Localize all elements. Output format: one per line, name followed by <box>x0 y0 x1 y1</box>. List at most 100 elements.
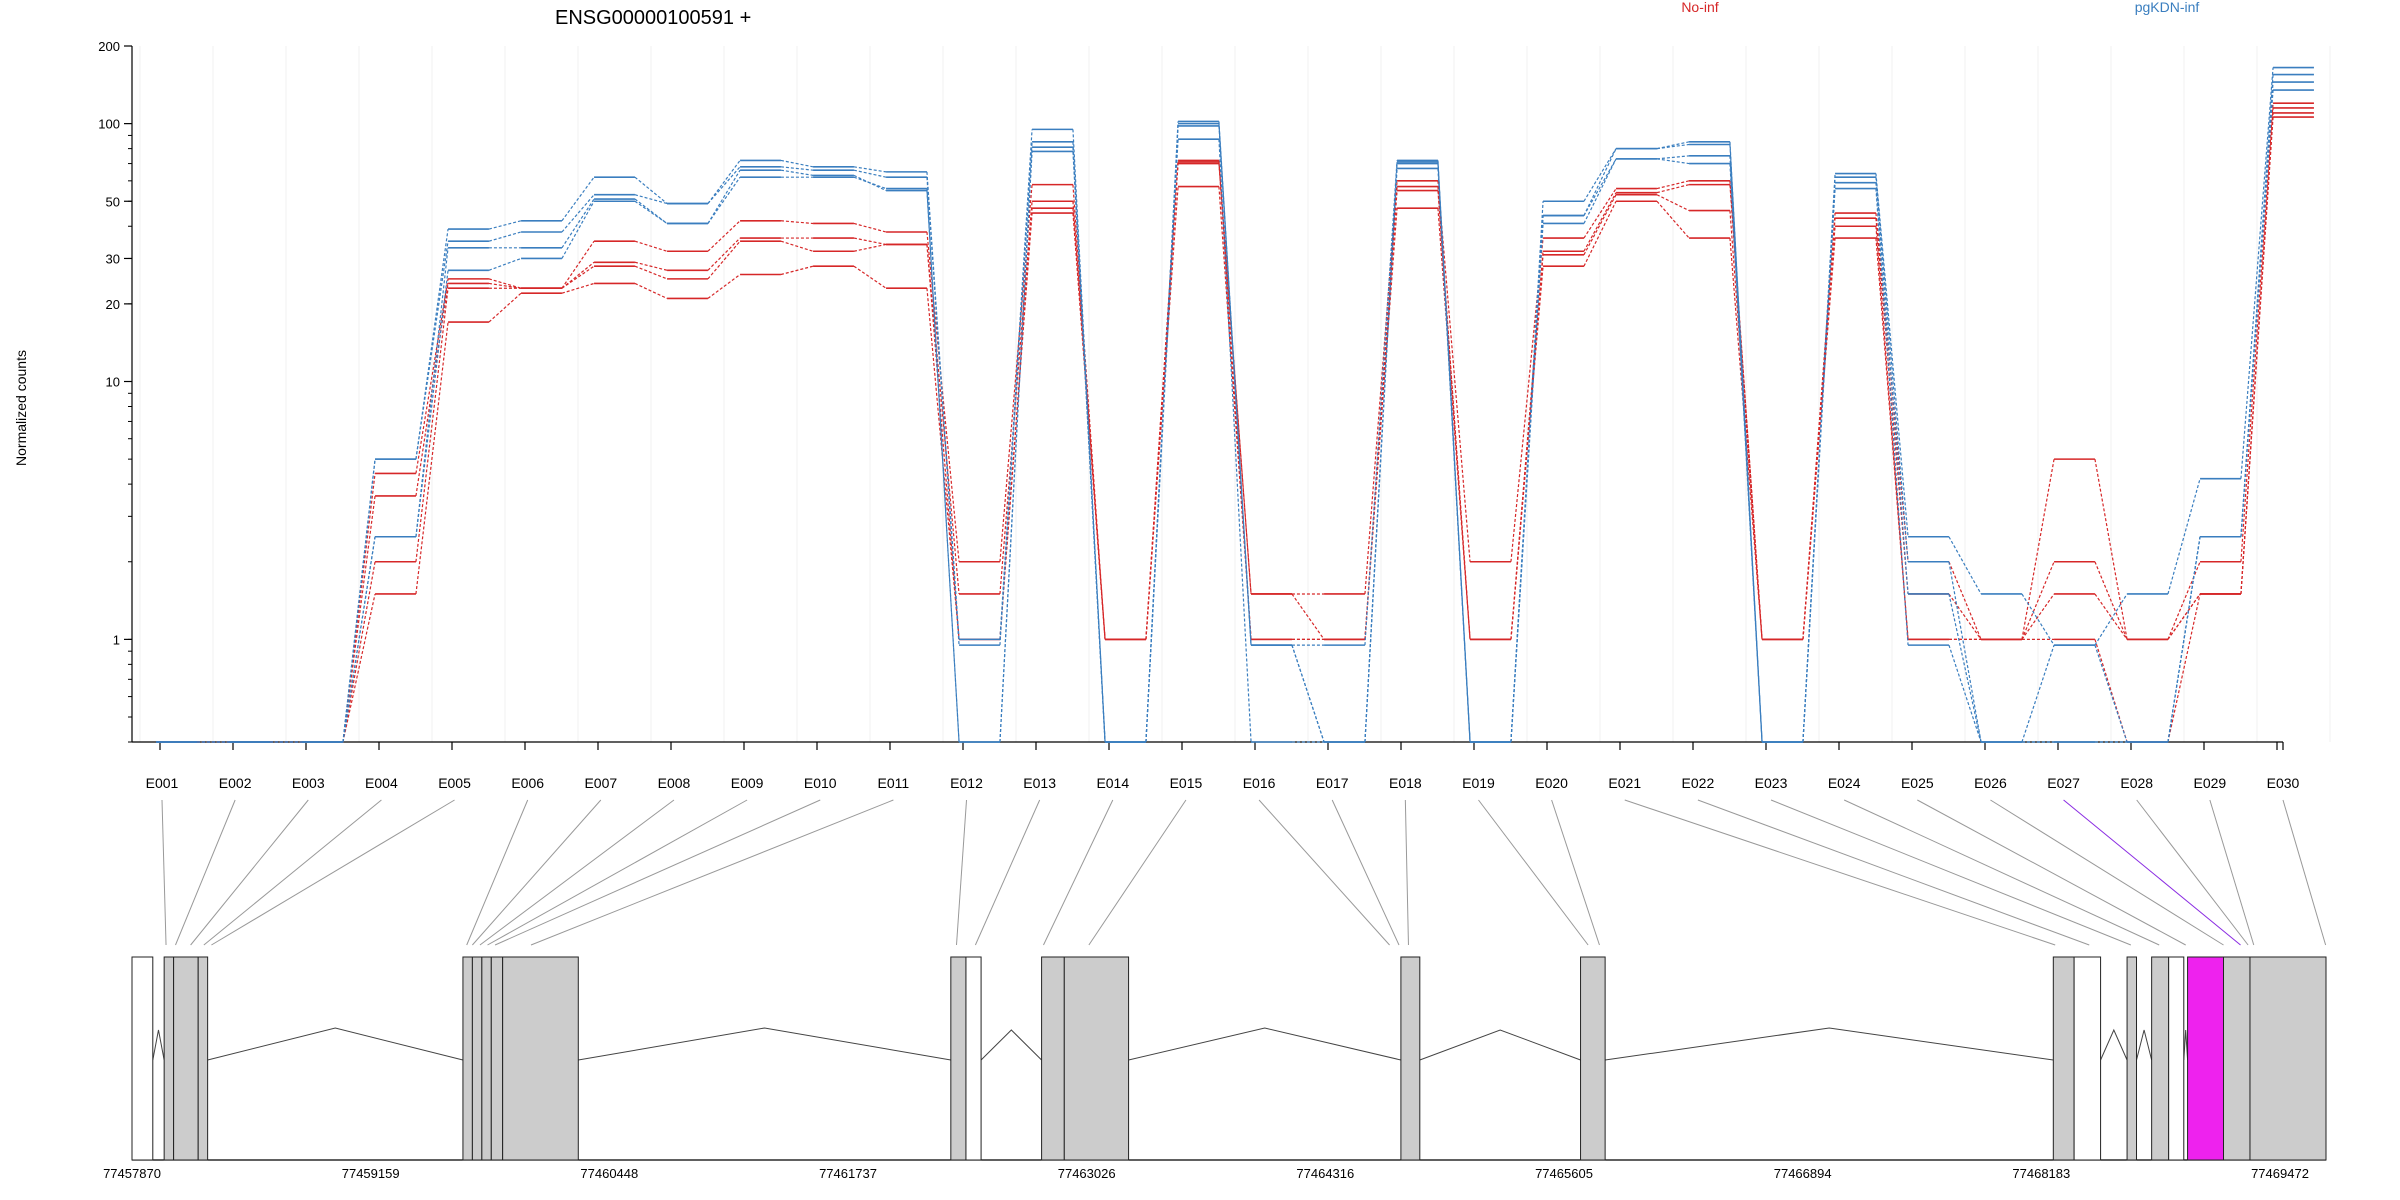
y-tick-label: 10 <box>106 375 120 390</box>
exon-label: E008 <box>658 775 691 791</box>
intron-line <box>1419 1029 1581 1061</box>
y-axis-label: Normalized counts <box>13 350 29 466</box>
series-connector <box>634 198 668 224</box>
series-connector <box>1364 160 1398 646</box>
exon-connector <box>494 799 821 946</box>
exon-box <box>1580 956 1606 1161</box>
exon-connector <box>2136 799 2249 946</box>
series-connector <box>780 159 814 168</box>
intron-line <box>207 1027 464 1061</box>
series-connector <box>561 200 595 259</box>
exon-label: E002 <box>219 775 252 791</box>
intron-line <box>2100 1028 2128 1061</box>
exon-label: E012 <box>950 775 983 791</box>
series-connector <box>853 222 887 233</box>
exon-connector <box>1331 799 1400 946</box>
series-connector <box>634 194 668 205</box>
series-connector <box>1145 139 1179 743</box>
series-connector <box>1875 182 1909 595</box>
series-connector <box>634 261 668 271</box>
series-connector <box>999 201 1033 595</box>
series-connector <box>1291 593 1325 640</box>
exon-box <box>502 956 579 1161</box>
series-connector <box>1656 184 1690 194</box>
genomic-coordinate-label: 77463026 <box>1058 1166 1116 1181</box>
exon-label: E024 <box>1828 775 1861 791</box>
exon-label: E005 <box>438 775 471 791</box>
intron-line <box>1128 1027 1402 1061</box>
series-connector <box>1218 186 1252 640</box>
exon-box <box>490 956 504 1161</box>
series-connector <box>2240 103 2274 562</box>
y-tick-label: 20 <box>106 297 120 312</box>
series-connector <box>2240 67 2274 479</box>
genomic-coordinate-label: 77461737 <box>819 1166 877 1181</box>
intron-line <box>980 1029 1042 1061</box>
series-connector <box>1218 139 1252 743</box>
genomic-coordinate-label: 77459159 <box>342 1166 400 1181</box>
exon-connector <box>203 799 382 946</box>
axes: 1 10 20 30 50 100 200 E001 E002 E003 E004 E005 E006 E… <box>98 39 2299 791</box>
series-connector <box>2021 593 2055 640</box>
series-connector <box>1072 213 1106 640</box>
series-connector <box>1875 177 1909 562</box>
exon-connector <box>1404 799 1409 946</box>
exon-connector <box>2209 799 2255 946</box>
exon-box <box>2073 956 2102 1161</box>
genomic-coordinates: 77457870 77459159 77460448 77461737 77463026… <box>103 1166 2309 1181</box>
legend-label-pgkdn-inf: pgKDN-inf <box>2135 0 2200 15</box>
genomic-coordinate-label: 77469472 <box>2251 1166 2309 1181</box>
intron-line <box>2183 1029 2189 1061</box>
exon-label: E023 <box>1755 775 1788 791</box>
series-connector <box>780 166 814 171</box>
exon-connector <box>1697 799 2090 946</box>
series-connector <box>488 231 522 242</box>
exon-box <box>2168 956 2185 1161</box>
exon-connector <box>487 799 748 946</box>
series-connector <box>853 265 887 289</box>
series-connector <box>1291 644 1325 743</box>
series-connector <box>1802 237 1836 640</box>
genomic-coordinate-label: 77468183 <box>2012 1166 2070 1181</box>
exon-connector <box>466 799 529 946</box>
y-tick-label: 1 <box>113 632 120 647</box>
series-connector <box>634 265 668 280</box>
series-connector <box>342 459 376 743</box>
series-connector <box>2094 459 2128 640</box>
exon-box <box>197 956 209 1161</box>
series-connector <box>1072 151 1106 743</box>
series-connector <box>1875 237 1909 640</box>
series-connector <box>1656 143 1690 150</box>
series-connector <box>1948 561 1982 640</box>
genomic-coordinate-label: 77466894 <box>1774 1166 1832 1181</box>
series-connector <box>1437 180 1471 562</box>
series-connector <box>1218 123 1252 646</box>
series-connector <box>853 166 887 173</box>
exon-box <box>1400 956 1421 1161</box>
series-connector <box>780 265 814 276</box>
series-connector <box>780 220 814 225</box>
exon-connector <box>472 799 602 946</box>
series-connector <box>707 169 741 224</box>
series-connector <box>2021 593 2055 646</box>
series-connector <box>415 278 449 474</box>
intron-line <box>2136 1029 2153 1061</box>
series-connector <box>1583 148 1617 216</box>
exon-connector <box>1043 799 1114 946</box>
series-connector <box>634 176 668 204</box>
series-connector <box>1437 168 1471 743</box>
exon-label: E014 <box>1096 775 1129 791</box>
exon-label: E027 <box>2047 775 2080 791</box>
series-connector <box>415 229 449 460</box>
series-connector <box>1656 200 1690 239</box>
series-connector <box>488 282 522 289</box>
exon-label: E009 <box>731 775 764 791</box>
series-connector <box>1802 188 1836 743</box>
series-connector <box>2094 639 2128 743</box>
series-connector <box>342 495 376 743</box>
series-connector <box>1656 158 1690 165</box>
series-connector <box>1583 192 1617 252</box>
exon-label: E011 <box>878 775 910 791</box>
genomic-coordinate-label: 77465605 <box>1535 1166 1593 1181</box>
series-connector <box>780 240 814 252</box>
